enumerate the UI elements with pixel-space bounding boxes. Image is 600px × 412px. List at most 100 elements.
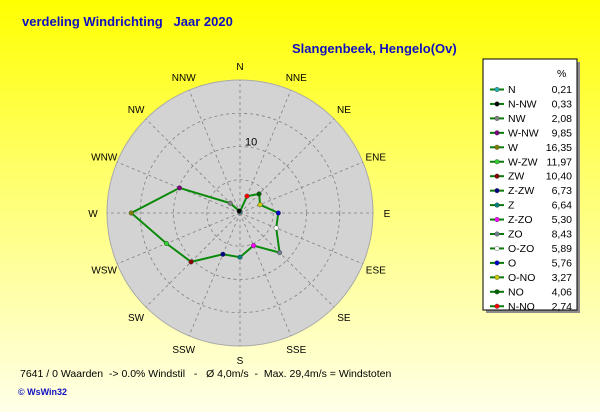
grid-spoke xyxy=(188,212,241,337)
direction-label: SSW xyxy=(172,345,195,356)
chart-title: verdeling Windrichting Jaar 2020 xyxy=(22,14,233,29)
data-point xyxy=(236,208,242,214)
data-point xyxy=(188,259,194,265)
grid-spoke xyxy=(239,212,335,308)
legend-swatch-marker xyxy=(494,188,500,194)
legend-box xyxy=(482,58,578,311)
legend-swatch-marker xyxy=(494,260,500,266)
legend-swatch-marker xyxy=(494,173,500,179)
data-point xyxy=(128,210,134,216)
direction-label: W xyxy=(88,209,98,220)
legend-label: NO xyxy=(508,286,524,298)
legend-swatch-marker xyxy=(494,159,500,165)
direction-label: NNE xyxy=(286,73,307,84)
direction-label: ENE xyxy=(366,153,387,164)
legend-value: 6,64 xyxy=(552,200,573,212)
legend-value: 11,97 xyxy=(547,156,573,168)
statistics-footer: 7641 / 0 Waarden -> 0.0% Windstil - Ø 4,… xyxy=(20,368,392,380)
legend-label: NW xyxy=(508,113,526,125)
direction-label: NE xyxy=(337,105,351,116)
grid-spoke xyxy=(239,212,292,337)
grid-spoke xyxy=(239,212,364,265)
direction-label: ESE xyxy=(366,265,386,276)
legend-label: O-NO xyxy=(508,272,535,284)
direction-label: WNW xyxy=(91,153,118,164)
direction-label: SE xyxy=(337,313,351,324)
legend-value: 9,85 xyxy=(552,127,573,139)
software-credit: © WsWin32 xyxy=(18,387,68,397)
legend-swatch-marker xyxy=(494,202,500,208)
legend-label: O xyxy=(508,257,516,269)
grid-ring xyxy=(206,179,274,247)
legend-swatch-marker xyxy=(494,101,500,107)
grid-spoke xyxy=(239,89,292,214)
direction-label: NNW xyxy=(172,73,196,84)
legend-value: 5,76 xyxy=(552,257,573,269)
legend-label: ZO xyxy=(508,229,523,241)
legend-swatch-marker xyxy=(494,86,500,92)
legend-label: Z-ZO xyxy=(508,214,533,226)
data-point xyxy=(227,200,233,206)
direction-label: SSE xyxy=(286,345,306,356)
grid-spoke xyxy=(145,212,241,308)
legend-value: 6,73 xyxy=(552,185,573,197)
legend-swatch-marker xyxy=(494,289,500,295)
legend-swatch-marker xyxy=(494,217,500,223)
data-point xyxy=(273,225,279,231)
direction-label: N xyxy=(236,62,243,73)
data-point xyxy=(277,250,283,256)
legend-value: 3,27 xyxy=(552,272,573,284)
grid-spoke xyxy=(145,118,241,214)
legend-header: % xyxy=(557,68,566,80)
data-point xyxy=(244,193,250,199)
legend-swatch-marker xyxy=(494,115,500,121)
data-point xyxy=(250,243,256,249)
grid-spoke xyxy=(239,118,335,214)
legend-value: 0,21 xyxy=(552,84,573,96)
data-point xyxy=(220,251,226,257)
chart-subtitle: Slangenbeek, Hengelo(Ov) xyxy=(292,41,457,56)
legend-label: W xyxy=(508,142,518,154)
legend-label: O-ZO xyxy=(508,243,534,255)
legend-label: N-NW xyxy=(508,98,537,110)
legend-value: 8,43 xyxy=(552,229,573,241)
legend-value: 2,08 xyxy=(552,113,573,125)
legend-value: 16,35 xyxy=(546,142,572,154)
legend-swatch-marker xyxy=(494,130,500,136)
legend-value: 5,30 xyxy=(552,214,573,226)
legend-value: 5,89 xyxy=(552,243,573,255)
legend-value: 4,06 xyxy=(552,286,573,298)
ring-label: 10 xyxy=(245,137,257,149)
data-point xyxy=(176,185,182,191)
legend-value: 2,74 xyxy=(552,301,573,313)
grid-ring xyxy=(139,112,341,314)
legend-label: ZW xyxy=(508,171,524,183)
legend-swatch-marker xyxy=(494,274,500,280)
legend-label: N xyxy=(508,84,516,96)
direction-label: E xyxy=(384,209,391,220)
legend-swatch-marker xyxy=(494,303,500,309)
direction-label: SW xyxy=(128,313,145,324)
grid-spoke xyxy=(188,89,241,214)
data-point xyxy=(237,254,243,260)
direction-label: NW xyxy=(128,105,145,116)
grid-spoke xyxy=(239,161,364,214)
direction-label: WSW xyxy=(91,265,117,276)
direction-label: S xyxy=(237,356,244,367)
legend-value: 10,40 xyxy=(546,171,572,183)
grid-spoke xyxy=(116,212,241,265)
data-point xyxy=(257,202,263,208)
legend-label: N-NO xyxy=(508,301,535,313)
legend-swatch-marker xyxy=(494,231,500,237)
legend-label: Z-ZW xyxy=(508,185,534,197)
legend-label: W-ZW xyxy=(508,156,538,168)
legend-value: 0,33 xyxy=(552,98,573,110)
legend-swatch-marker xyxy=(494,245,500,251)
legend-swatch-marker xyxy=(494,144,500,150)
data-point xyxy=(256,191,262,197)
data-point xyxy=(163,240,169,246)
data-point xyxy=(275,210,281,216)
legend-label: Z xyxy=(508,200,515,212)
